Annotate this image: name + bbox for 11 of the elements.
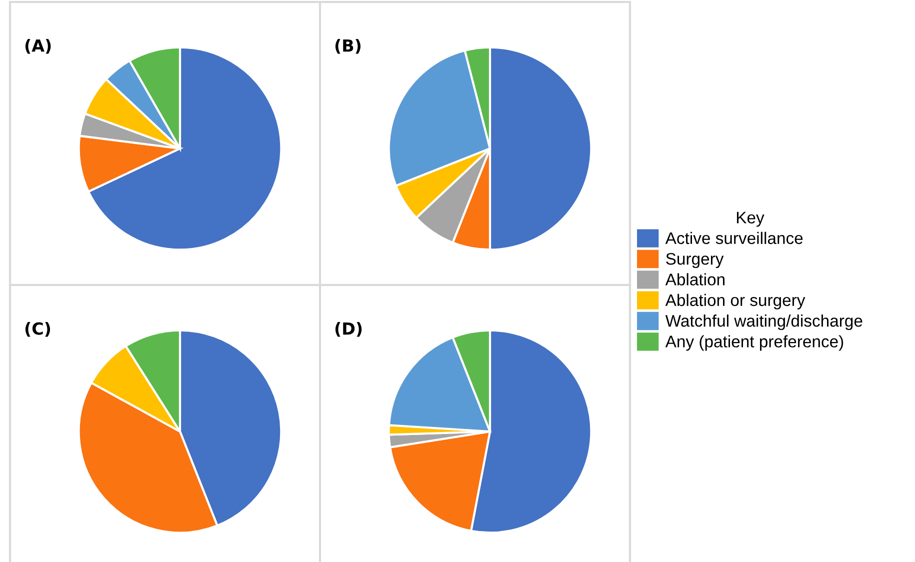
chart-title: (B) <box>335 38 361 54</box>
legend-label: Ablation <box>665 273 724 286</box>
legend-label: Ablation or surgery <box>665 294 806 310</box>
chart-title: (D) <box>335 322 362 337</box>
legend-title: Key <box>736 212 764 227</box>
legend-label: Any (patient preference) <box>665 335 844 351</box>
legend-label: Watchful waiting/discharge <box>665 314 862 330</box>
legend-label: Active surveillance <box>665 232 803 244</box>
chart-title: (C) <box>25 322 50 337</box>
chart-title: (A) <box>25 38 51 54</box>
legend-label: Surgery <box>666 252 724 268</box>
